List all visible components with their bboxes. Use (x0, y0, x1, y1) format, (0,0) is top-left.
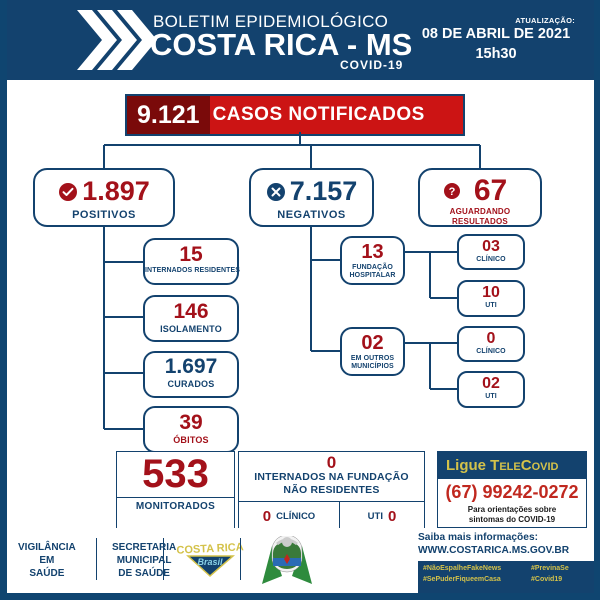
svg-text:COSTA RICA: COSTA RICA (176, 541, 244, 557)
svg-text:?: ? (448, 186, 455, 198)
svg-text:Brasil: Brasil (197, 557, 223, 567)
